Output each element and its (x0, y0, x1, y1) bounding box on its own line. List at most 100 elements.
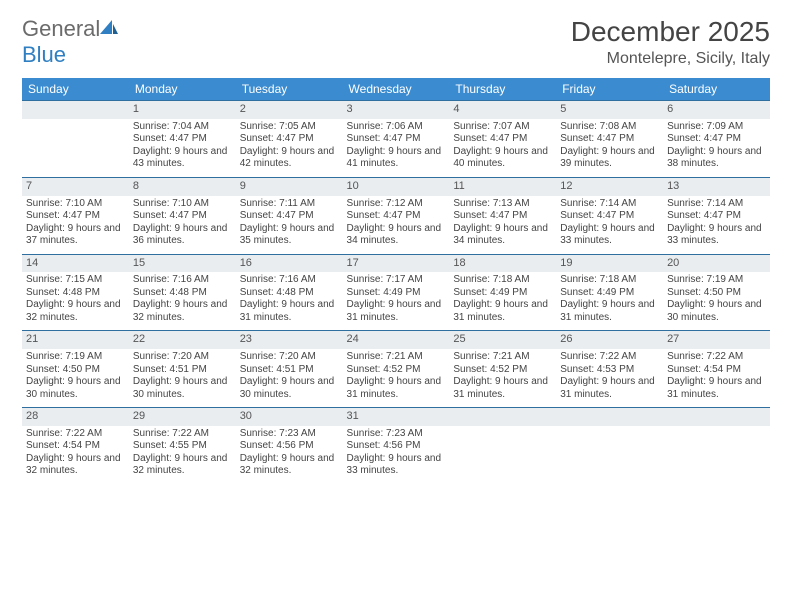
sunset-text: Sunset: 4:47 PM (560, 133, 659, 146)
day-details: Sunrise: 7:18 AMSunset: 4:49 PMDaylight:… (449, 272, 556, 330)
sunset-text: Sunset: 4:47 PM (133, 210, 232, 223)
sunrise-text: Sunrise: 7:23 AM (240, 428, 339, 441)
day-number: 26 (556, 330, 663, 349)
sunrise-text: Sunrise: 7:05 AM (240, 121, 339, 134)
sunrise-text: Sunrise: 7:10 AM (133, 198, 232, 211)
sunrise-text: Sunrise: 7:21 AM (347, 351, 446, 364)
day-details: Sunrise: 7:12 AMSunset: 4:47 PMDaylight:… (343, 196, 450, 254)
sunrise-text: Sunrise: 7:14 AM (667, 198, 766, 211)
sunset-text: Sunset: 4:47 PM (240, 210, 339, 223)
calendar-day-cell: 25 Sunrise: 7:21 AMSunset: 4:52 PMDayligh… (449, 330, 556, 407)
day-number: 21 (22, 330, 129, 349)
calendar-table: Sunday Monday Tuesday Wednesday Thursday… (22, 78, 770, 484)
sunset-text: Sunset: 4:49 PM (453, 287, 552, 300)
daylight-text: Daylight: 9 hours and 42 minutes. (240, 146, 339, 171)
day-details: Sunrise: 7:07 AMSunset: 4:47 PMDaylight:… (449, 119, 556, 177)
day-details: Sunrise: 7:05 AMSunset: 4:47 PMDaylight:… (236, 119, 343, 177)
sunrise-text: Sunrise: 7:16 AM (240, 274, 339, 287)
day-number: 12 (556, 177, 663, 196)
calendar-day-cell: 21Sunrise: 7:19 AMSunset: 4:50 PMDayligh… (22, 330, 129, 407)
sunset-text: Sunset: 4:54 PM (667, 364, 766, 377)
day-details: Sunrise: 7:16 AMSunset: 4:48 PMDaylight:… (236, 272, 343, 330)
calendar-body: 1Sunrise: 7:04 AMSunset: 4:47 PMDaylight… (22, 100, 770, 484)
day-details: Sunrise: 7:14 AMSunset: 4:47 PMDaylight:… (556, 196, 663, 254)
sunrise-text: Sunrise: 7:17 AM (347, 274, 446, 287)
daylight-text: Daylight: 9 hours and 33 minutes. (347, 453, 446, 478)
daylight-text: Daylight: 9 hours and 31 minutes. (453, 376, 552, 401)
sunset-text: Sunset: 4:48 PM (133, 287, 232, 300)
day-details: Sunrise: 7:13 AMSunset: 4:47 PMDaylight:… (449, 196, 556, 254)
sunrise-text: Sunrise: 7:23 AM (347, 428, 446, 441)
day-number: 18 (449, 254, 556, 273)
calendar-week-row: 21Sunrise: 7:19 AMSunset: 4:50 PMDayligh… (22, 330, 770, 407)
calendar-day-cell: 10Sunrise: 7:12 AMSunset: 4:47 PMDayligh… (343, 177, 450, 254)
day-details: Sunrise: 7:22 AMSunset: 4:53 PMDaylight:… (556, 349, 663, 407)
daylight-text: Daylight: 9 hours and 31 minutes. (453, 299, 552, 324)
calendar-day-cell: 3Sunrise: 7:06 AMSunset: 4:47 PMDaylight… (343, 100, 450, 177)
day-details: Sunrise: 7:04 AMSunset: 4:47 PMDaylight:… (129, 119, 236, 177)
sunset-text: Sunset: 4:47 PM (26, 210, 125, 223)
day-details: Sunrise: 7:06 AMSunset: 4:47 PMDaylight:… (343, 119, 450, 177)
sunset-text: Sunset: 4:47 PM (667, 210, 766, 223)
daylight-text: Daylight: 9 hours and 31 minutes. (560, 299, 659, 324)
sail-icon (100, 16, 118, 42)
day-number: 23 (236, 330, 343, 349)
day-details: Sunrise: 7:15 AMSunset: 4:48 PMDaylight:… (22, 272, 129, 330)
weekday-header: Friday (556, 78, 663, 100)
sunrise-text: Sunrise: 7:18 AM (560, 274, 659, 287)
sunset-text: Sunset: 4:47 PM (347, 133, 446, 146)
calendar-day-cell: 26Sunrise: 7:22 AMSunset: 4:53 PMDayligh… (556, 330, 663, 407)
day-number: 1 (129, 100, 236, 119)
day-details: Sunrise: 7:22 AMSunset: 4:54 PMDaylight:… (22, 426, 129, 484)
daylight-text: Daylight: 9 hours and 36 minutes. (133, 223, 232, 248)
calendar-day-cell: 1Sunrise: 7:04 AMSunset: 4:47 PMDaylight… (129, 100, 236, 177)
calendar-day-cell: 20Sunrise: 7:19 AMSunset: 4:50 PMDayligh… (663, 254, 770, 331)
day-number: 7 (22, 177, 129, 196)
title-block: December 2025 Montelepre, Sicily, Italy (571, 16, 770, 68)
calendar-day-cell: 22Sunrise: 7:20 AMSunset: 4:51 PMDayligh… (129, 330, 236, 407)
day-details: Sunrise: 7:19 AMSunset: 4:50 PMDaylight:… (22, 349, 129, 407)
weekday-header: Wednesday (343, 78, 450, 100)
sunset-text: Sunset: 4:47 PM (133, 133, 232, 146)
daylight-text: Daylight: 9 hours and 31 minutes. (347, 376, 446, 401)
sunset-text: Sunset: 4:47 PM (560, 210, 659, 223)
day-number: 14 (22, 254, 129, 273)
sunrise-text: Sunrise: 7:20 AM (240, 351, 339, 364)
brand-name-blue: Blue (22, 42, 66, 67)
daylight-text: Daylight: 9 hours and 31 minutes. (347, 299, 446, 324)
daylight-text: Daylight: 9 hours and 32 minutes. (26, 299, 125, 324)
sunrise-text: Sunrise: 7:22 AM (667, 351, 766, 364)
calendar-day-cell: 18Sunrise: 7:18 AMSunset: 4:49 PMDayligh… (449, 254, 556, 331)
brand-logo: GeneralBlue (22, 16, 118, 68)
daylight-text: Daylight: 9 hours and 43 minutes. (133, 146, 232, 171)
calendar-day-cell: 9Sunrise: 7:11 AMSunset: 4:47 PMDaylight… (236, 177, 343, 254)
sunset-text: Sunset: 4:47 PM (453, 133, 552, 146)
daylight-text: Daylight: 9 hours and 30 minutes. (667, 299, 766, 324)
sunset-text: Sunset: 4:53 PM (560, 364, 659, 377)
calendar-day-cell: 28Sunrise: 7:22 AMSunset: 4:54 PMDayligh… (22, 407, 129, 484)
sunset-text: Sunset: 4:52 PM (347, 364, 446, 377)
day-number: 31 (343, 407, 450, 426)
day-number: 15 (129, 254, 236, 273)
daylight-text: Daylight: 9 hours and 38 minutes. (667, 146, 766, 171)
day-number: 25 (449, 330, 556, 349)
sunset-text: Sunset: 4:56 PM (347, 440, 446, 453)
day-details: Sunrise: 7:23 AMSunset: 4:56 PMDaylight:… (343, 426, 450, 484)
sunrise-text: Sunrise: 7:11 AM (240, 198, 339, 211)
day-number: 6 (663, 100, 770, 119)
calendar-day-cell: 13Sunrise: 7:14 AMSunset: 4:47 PMDayligh… (663, 177, 770, 254)
daylight-text: Daylight: 9 hours and 41 minutes. (347, 146, 446, 171)
day-number: 29 (129, 407, 236, 426)
daylight-text: Daylight: 9 hours and 35 minutes. (240, 223, 339, 248)
sunset-text: Sunset: 4:52 PM (453, 364, 552, 377)
sunrise-text: Sunrise: 7:14 AM (560, 198, 659, 211)
location-subtitle: Montelepre, Sicily, Italy (571, 50, 770, 68)
daylight-text: Daylight: 9 hours and 30 minutes. (26, 376, 125, 401)
sunrise-text: Sunrise: 7:21 AM (453, 351, 552, 364)
sunrise-text: Sunrise: 7:13 AM (453, 198, 552, 211)
day-details: Sunrise: 7:20 AMSunset: 4:51 PMDaylight:… (129, 349, 236, 407)
calendar-day-cell: 11Sunrise: 7:13 AMSunset: 4:47 PMDayligh… (449, 177, 556, 254)
sunset-text: Sunset: 4:47 PM (453, 210, 552, 223)
sunrise-text: Sunrise: 7:22 AM (133, 428, 232, 441)
day-number: 4 (449, 100, 556, 119)
